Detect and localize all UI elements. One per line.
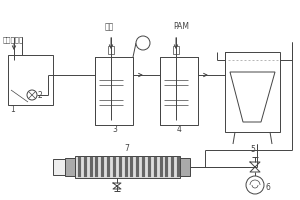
Bar (113, 157, 116, 177)
Bar (78, 157, 81, 177)
Bar (180, 158, 190, 176)
Bar (119, 157, 122, 177)
Bar (53, 159, 65, 175)
Bar (154, 157, 157, 177)
Text: 化合调废水: 化合调废水 (3, 36, 24, 43)
Bar (84, 157, 87, 177)
Bar (177, 157, 180, 177)
Text: 7: 7 (124, 144, 129, 153)
Bar (95, 157, 98, 177)
Text: 4: 4 (177, 125, 182, 134)
Bar (95, 57, 133, 125)
Bar (173, 46, 179, 54)
Bar (142, 157, 145, 177)
Bar (108, 46, 114, 54)
Circle shape (136, 36, 150, 50)
Bar (75, 156, 180, 178)
Bar (65, 158, 75, 176)
Bar (165, 157, 168, 177)
Bar (136, 157, 139, 177)
Bar (225, 52, 280, 132)
Bar (160, 57, 198, 125)
Text: 2: 2 (38, 91, 43, 100)
Bar (130, 157, 134, 177)
Text: pH: pH (138, 40, 148, 46)
Bar (8, 55, 53, 105)
Circle shape (246, 176, 264, 194)
Bar (160, 157, 163, 177)
Text: 5: 5 (250, 145, 255, 154)
Text: 1: 1 (10, 105, 15, 114)
Bar (90, 157, 93, 177)
Bar (101, 157, 104, 177)
Text: PAM: PAM (173, 22, 189, 31)
Bar (107, 157, 110, 177)
Bar (124, 157, 128, 177)
Text: 3: 3 (112, 125, 117, 134)
Text: 6: 6 (265, 183, 270, 192)
Circle shape (27, 90, 37, 100)
Text: 碱液: 碱液 (105, 22, 114, 31)
Bar (148, 157, 151, 177)
Bar (171, 157, 174, 177)
